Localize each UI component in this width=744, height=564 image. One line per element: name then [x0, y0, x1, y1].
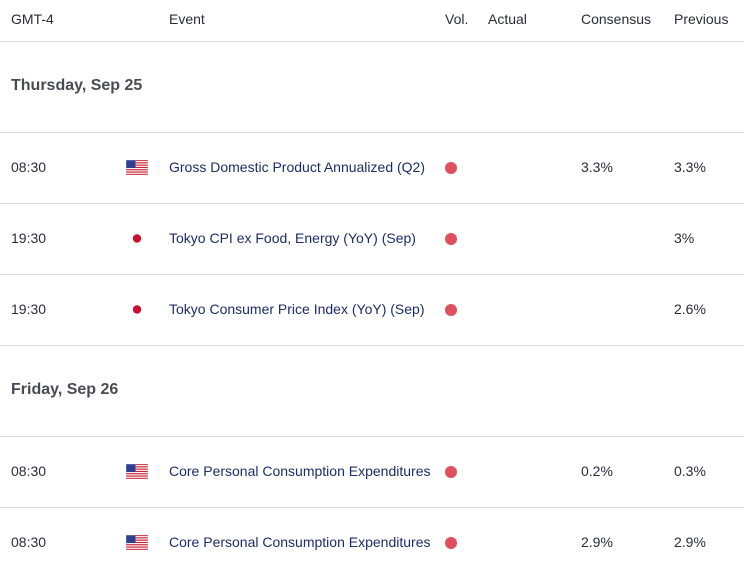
- event-name-link[interactable]: Core Personal Consumption Expenditures: [169, 463, 431, 479]
- timezone-header[interactable]: GMT-4: [11, 11, 54, 27]
- previous-value: 2.6%: [674, 301, 706, 317]
- us-flag-icon: [126, 535, 148, 550]
- actual-column-header: Actual: [488, 11, 527, 27]
- high-volatility-dot-icon: [445, 304, 457, 316]
- consensus-value: 0.2%: [581, 463, 613, 479]
- event-name-link[interactable]: Gross Domestic Product Annualized (Q2): [169, 159, 425, 175]
- previous-value: 3%: [674, 230, 695, 246]
- event-row[interactable]: 19:30 Tokyo Consumer Price Index (YoY) (…: [0, 275, 744, 346]
- previous-value: 2.9%: [674, 534, 706, 550]
- high-volatility-dot-icon: [445, 233, 457, 245]
- event-name-link[interactable]: Tokyo CPI ex Food, Energy (YoY) (Sep): [169, 230, 416, 246]
- high-volatility-dot-icon: [445, 162, 457, 174]
- event-row[interactable]: 08:30 Core Personal Consumption Expendit…: [0, 508, 744, 564]
- event-time: 19:30: [11, 230, 47, 246]
- event-time: 19:30: [11, 301, 47, 317]
- high-volatility-dot-icon: [445, 537, 457, 549]
- event-time: 08:30: [11, 159, 47, 175]
- day-label: Thursday, Sep 25: [11, 77, 143, 94]
- event-column-header: Event: [169, 11, 205, 27]
- event-row[interactable]: 08:30 Core Personal Consumption Expendit…: [0, 437, 744, 508]
- consensus-value: 3.3%: [581, 159, 613, 175]
- previous-column-header: Previous: [674, 11, 729, 27]
- event-name-link[interactable]: Core Personal Consumption Expenditures: [169, 534, 431, 550]
- high-volatility-dot-icon: [445, 466, 457, 478]
- day-header: Friday, Sep 26: [0, 346, 744, 437]
- us-flag-icon: [126, 464, 148, 479]
- event-row[interactable]: 19:30 Tokyo CPI ex Food, Energy (YoY) (S…: [0, 204, 744, 275]
- event-time: 08:30: [11, 534, 47, 550]
- previous-value: 3.3%: [674, 159, 706, 175]
- event-row[interactable]: 08:30 Gross Domestic Product Annualized …: [0, 133, 744, 204]
- japan-flag-icon: [126, 302, 148, 317]
- event-name-link[interactable]: Tokyo Consumer Price Index (YoY) (Sep): [169, 301, 425, 317]
- us-flag-icon: [126, 160, 148, 175]
- day-label: Friday, Sep 26: [11, 381, 119, 398]
- vol-column-header: Vol.: [445, 11, 469, 27]
- consensus-value: 2.9%: [581, 534, 613, 550]
- japan-flag-icon: [126, 231, 148, 246]
- day-header: Thursday, Sep 25: [0, 42, 744, 133]
- table-header: GMT-4 Event Vol. Actual Consensus Previo…: [0, 0, 744, 42]
- consensus-column-header: Consensus: [581, 11, 652, 27]
- previous-value: 0.3%: [674, 463, 706, 479]
- event-time: 08:30: [11, 463, 47, 479]
